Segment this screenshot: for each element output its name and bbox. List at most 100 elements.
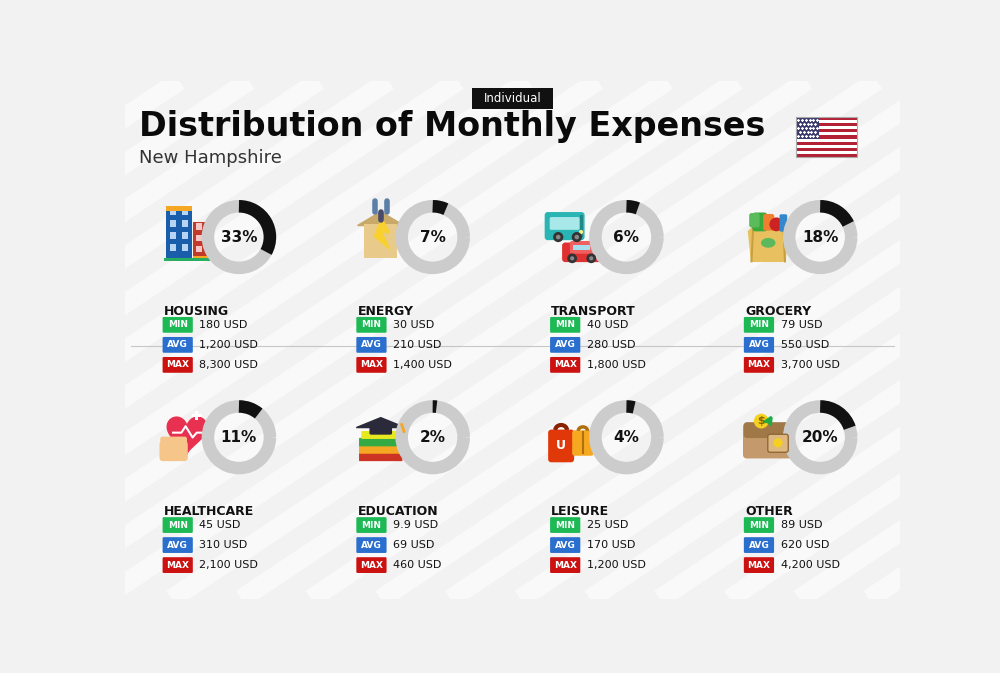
Polygon shape xyxy=(358,212,404,225)
Text: MAX: MAX xyxy=(166,561,189,569)
Text: 460 USD: 460 USD xyxy=(393,560,442,570)
Circle shape xyxy=(586,254,596,263)
FancyBboxPatch shape xyxy=(796,127,857,129)
Text: 1,200 USD: 1,200 USD xyxy=(199,340,258,350)
FancyBboxPatch shape xyxy=(361,431,400,439)
Text: MAX: MAX xyxy=(554,561,577,569)
FancyBboxPatch shape xyxy=(356,517,387,533)
Text: GROCERY: GROCERY xyxy=(745,305,811,318)
FancyBboxPatch shape xyxy=(160,437,187,448)
FancyBboxPatch shape xyxy=(743,423,794,458)
FancyBboxPatch shape xyxy=(550,337,580,353)
FancyBboxPatch shape xyxy=(359,453,402,461)
FancyBboxPatch shape xyxy=(796,135,857,139)
FancyBboxPatch shape xyxy=(796,141,857,145)
Circle shape xyxy=(553,232,563,242)
Circle shape xyxy=(556,235,561,240)
FancyBboxPatch shape xyxy=(192,414,202,417)
Text: 4%: 4% xyxy=(613,430,639,445)
FancyBboxPatch shape xyxy=(550,357,580,373)
FancyBboxPatch shape xyxy=(182,207,188,215)
FancyBboxPatch shape xyxy=(796,139,857,141)
Text: LEISURE: LEISURE xyxy=(551,505,609,518)
Text: OTHER: OTHER xyxy=(745,505,793,518)
FancyBboxPatch shape xyxy=(356,537,387,553)
FancyBboxPatch shape xyxy=(369,423,392,435)
Text: 9.9 USD: 9.9 USD xyxy=(393,520,438,530)
Text: AVG: AVG xyxy=(749,540,769,550)
Text: 69 USD: 69 USD xyxy=(393,540,435,550)
FancyBboxPatch shape xyxy=(768,434,788,452)
Text: MIN: MIN xyxy=(749,520,769,530)
Text: 2,100 USD: 2,100 USD xyxy=(199,560,258,570)
Text: MIN: MIN xyxy=(361,520,381,530)
FancyBboxPatch shape xyxy=(550,217,580,230)
FancyBboxPatch shape xyxy=(749,213,760,227)
FancyBboxPatch shape xyxy=(744,517,774,533)
Text: MAX: MAX xyxy=(360,561,383,569)
FancyBboxPatch shape xyxy=(163,557,193,573)
Text: 180 USD: 180 USD xyxy=(199,320,248,330)
Polygon shape xyxy=(748,227,788,261)
FancyBboxPatch shape xyxy=(356,357,387,373)
FancyBboxPatch shape xyxy=(796,148,857,151)
Text: Individual: Individual xyxy=(484,92,541,105)
Text: 620 USD: 620 USD xyxy=(781,540,829,550)
Text: 1,400 USD: 1,400 USD xyxy=(393,360,452,370)
Text: TRANSPORT: TRANSPORT xyxy=(551,305,636,318)
Text: MAX: MAX xyxy=(554,360,577,369)
Text: 3,700 USD: 3,700 USD xyxy=(781,360,840,370)
Circle shape xyxy=(567,254,577,263)
Text: AVG: AVG xyxy=(167,341,188,349)
FancyBboxPatch shape xyxy=(796,117,819,139)
FancyBboxPatch shape xyxy=(356,557,387,573)
FancyBboxPatch shape xyxy=(796,129,857,133)
Text: AVG: AVG xyxy=(361,341,382,349)
Text: HEALTHCARE: HEALTHCARE xyxy=(164,505,254,518)
Circle shape xyxy=(570,256,574,260)
FancyBboxPatch shape xyxy=(196,234,202,241)
Circle shape xyxy=(579,230,583,234)
FancyBboxPatch shape xyxy=(164,258,210,261)
FancyBboxPatch shape xyxy=(744,422,793,438)
FancyBboxPatch shape xyxy=(159,441,188,461)
FancyBboxPatch shape xyxy=(170,219,176,227)
Text: MIN: MIN xyxy=(361,320,381,329)
FancyBboxPatch shape xyxy=(356,337,387,353)
Text: 11%: 11% xyxy=(221,430,257,445)
FancyBboxPatch shape xyxy=(573,245,590,250)
Text: AVG: AVG xyxy=(555,341,576,349)
Text: 33%: 33% xyxy=(221,229,257,244)
FancyBboxPatch shape xyxy=(545,212,585,240)
Text: 25 USD: 25 USD xyxy=(587,520,628,530)
Polygon shape xyxy=(356,418,405,427)
FancyBboxPatch shape xyxy=(744,337,774,353)
FancyBboxPatch shape xyxy=(163,537,193,553)
FancyBboxPatch shape xyxy=(472,88,553,109)
Text: 280 USD: 280 USD xyxy=(587,340,635,350)
Text: HOUSING: HOUSING xyxy=(164,305,229,318)
Circle shape xyxy=(769,217,783,232)
FancyBboxPatch shape xyxy=(193,256,210,259)
Text: 1,800 USD: 1,800 USD xyxy=(587,360,646,370)
FancyBboxPatch shape xyxy=(580,215,583,237)
Text: 310 USD: 310 USD xyxy=(199,540,248,550)
Text: New Hampshire: New Hampshire xyxy=(139,149,282,167)
FancyBboxPatch shape xyxy=(744,537,774,553)
FancyBboxPatch shape xyxy=(796,123,857,127)
Circle shape xyxy=(574,235,579,240)
FancyBboxPatch shape xyxy=(550,557,580,573)
FancyBboxPatch shape xyxy=(364,224,397,258)
FancyBboxPatch shape xyxy=(163,517,193,533)
FancyBboxPatch shape xyxy=(550,537,580,553)
Text: 40 USD: 40 USD xyxy=(587,320,628,330)
FancyBboxPatch shape xyxy=(166,207,192,211)
Text: 2%: 2% xyxy=(420,430,446,445)
Text: 550 USD: 550 USD xyxy=(781,340,829,350)
Text: 20%: 20% xyxy=(802,430,838,445)
FancyBboxPatch shape xyxy=(356,317,387,332)
FancyBboxPatch shape xyxy=(195,411,198,420)
Text: AVG: AVG xyxy=(361,540,382,550)
FancyBboxPatch shape xyxy=(796,154,857,157)
FancyBboxPatch shape xyxy=(550,317,580,332)
